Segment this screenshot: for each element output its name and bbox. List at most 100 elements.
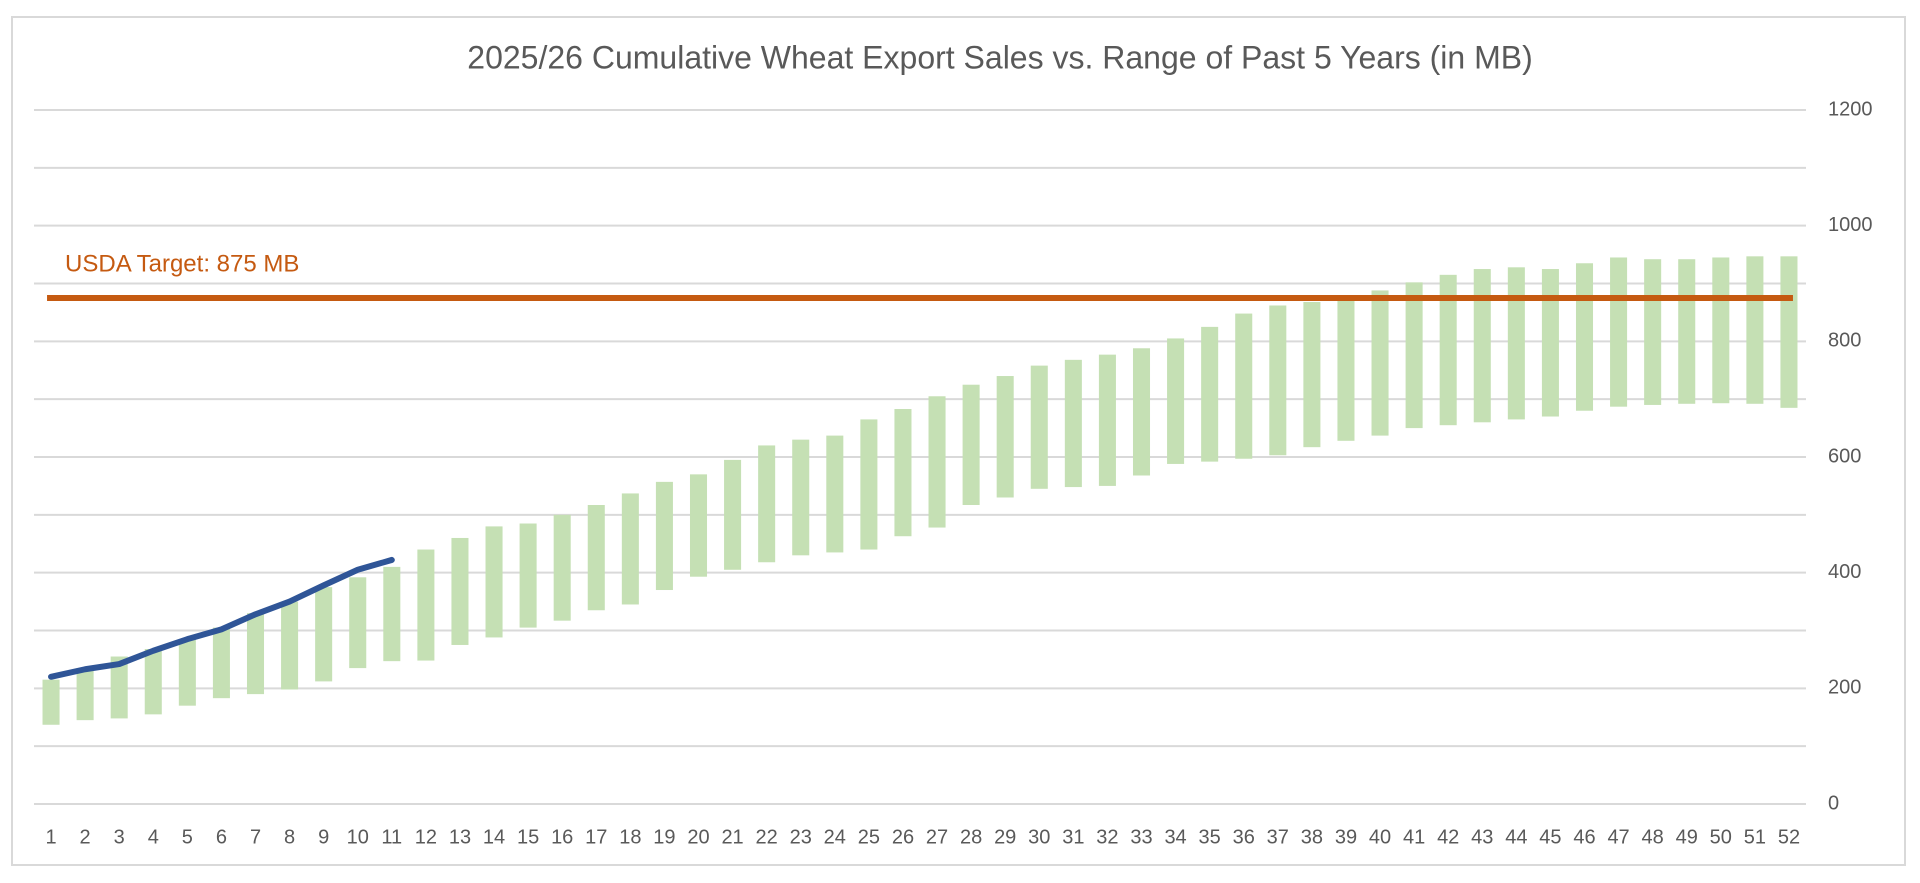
- x-tick-label: 21: [721, 826, 743, 848]
- x-tick-label: 4: [148, 826, 159, 848]
- x-tick-label: 35: [1199, 826, 1221, 848]
- range-bar: [894, 408, 912, 537]
- range-bar: [110, 656, 128, 719]
- range-bar: [724, 459, 742, 570]
- x-tick-label: 42: [1437, 826, 1459, 848]
- x-tick-label: 36: [1233, 826, 1255, 848]
- range-bar: [1439, 274, 1457, 426]
- range-bar: [655, 481, 673, 591]
- range-bar: [1337, 297, 1355, 441]
- x-tick-label: 47: [1607, 826, 1629, 848]
- range-bar: [1030, 365, 1048, 489]
- range-bar: [1098, 354, 1116, 486]
- range-bar: [178, 639, 196, 706]
- range-bar: [1541, 269, 1559, 417]
- x-tick-label: 26: [892, 826, 914, 848]
- range-bar: [1780, 256, 1798, 408]
- range-bar: [1610, 257, 1628, 407]
- range-bar: [1235, 313, 1253, 459]
- range-bar: [315, 587, 333, 682]
- x-tick-label: 6: [216, 826, 227, 848]
- range-bar: [689, 474, 708, 577]
- y-tick-label: 600: [1828, 445, 1861, 467]
- y-tick-label: 200: [1828, 677, 1861, 699]
- x-tick-label: 50: [1710, 826, 1732, 848]
- chart-title: 2025/26 Cumulative Wheat Export Sales vs…: [467, 39, 1532, 75]
- range-bar: [281, 601, 299, 690]
- range-bar: [1269, 305, 1287, 456]
- range-bar: [928, 396, 946, 528]
- sales-line: [48, 556, 395, 680]
- range-bar: [1303, 302, 1321, 448]
- y-tick-label: 1200: [1828, 98, 1873, 120]
- x-tick-label: 14: [483, 826, 505, 848]
- range-bar: [1507, 267, 1525, 420]
- x-tick-label: 34: [1164, 826, 1186, 848]
- range-bar: [1167, 338, 1185, 464]
- y-tick-label: 0: [1828, 792, 1839, 814]
- range-bar: [826, 435, 844, 553]
- y-tick-label: 800: [1828, 330, 1861, 352]
- range-bar: [1371, 290, 1389, 436]
- x-tick-label: 5: [182, 826, 193, 848]
- range-bar: [246, 613, 265, 695]
- y-tick-label: 1000: [1828, 214, 1873, 236]
- x-tick-label: 2: [80, 826, 91, 848]
- x-tick-label: 24: [824, 826, 846, 848]
- range-bar: [1405, 282, 1423, 429]
- x-tick-label: 39: [1335, 826, 1357, 848]
- range-bar: [1575, 263, 1594, 411]
- range-bar: [1712, 257, 1730, 404]
- x-tick-label: 9: [318, 826, 329, 848]
- range-bar: [1064, 359, 1082, 488]
- range-bar: [996, 376, 1014, 498]
- x-tick-label: 48: [1642, 826, 1664, 848]
- range-bar: [519, 523, 537, 628]
- range-bar: [1746, 256, 1764, 404]
- x-tick-label: 31: [1062, 826, 1084, 848]
- range-bar: [553, 514, 571, 621]
- x-tick-label: 37: [1267, 826, 1289, 848]
- x-tick-label: 10: [347, 826, 369, 848]
- range-bar: [1201, 326, 1219, 462]
- range-bar: [962, 384, 980, 506]
- range-bar: [451, 537, 469, 645]
- x-tick-label: 33: [1130, 826, 1152, 848]
- x-tick-label: 18: [619, 826, 641, 848]
- x-tick-label: 27: [926, 826, 948, 848]
- x-tick-label: 25: [858, 826, 880, 848]
- range-bar: [485, 526, 503, 638]
- range-bar: [76, 668, 94, 721]
- range-bar: [349, 577, 367, 669]
- range-bar: [758, 445, 776, 563]
- x-tick-label: 22: [756, 826, 778, 848]
- range-bar: [417, 549, 435, 661]
- range-bar: [1644, 259, 1662, 405]
- y-tick-label: 400: [1828, 561, 1861, 583]
- x-tick-label: 45: [1539, 826, 1561, 848]
- range-bar: [383, 566, 401, 662]
- x-tick-label: 38: [1301, 826, 1323, 848]
- x-tick-label: 51: [1744, 826, 1766, 848]
- range-bar: [621, 493, 639, 605]
- x-tick-label: 16: [551, 826, 573, 848]
- x-tick-label: 15: [517, 826, 539, 848]
- x-tick-label: 29: [994, 826, 1016, 848]
- x-tick-label: 20: [687, 826, 709, 848]
- x-tick-label: 49: [1676, 826, 1698, 848]
- range-bar: [1473, 269, 1491, 423]
- x-tick-label: 23: [790, 826, 812, 848]
- x-tick-label: 43: [1471, 826, 1493, 848]
- x-tick-label: 41: [1403, 826, 1425, 848]
- range-bar: [860, 419, 878, 550]
- range-bar: [1132, 348, 1151, 476]
- range-bar: [212, 627, 230, 699]
- x-tick-label: 19: [653, 826, 675, 848]
- x-tick-label: 28: [960, 826, 982, 848]
- range-bar: [42, 679, 60, 725]
- x-tick-label: 32: [1096, 826, 1118, 848]
- x-tick-label: 8: [284, 826, 295, 848]
- target-label: USDA Target: 875 MB: [65, 250, 299, 277]
- range-bar: [1678, 259, 1696, 404]
